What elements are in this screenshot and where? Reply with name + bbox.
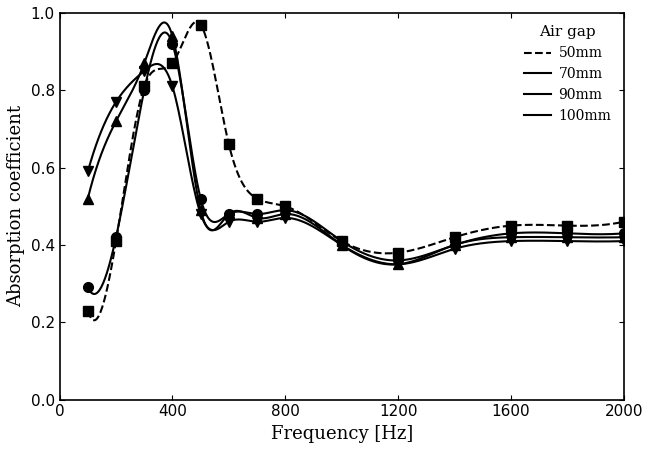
90mm: [84, 196, 92, 201]
70mm: [161, 30, 168, 35]
70mm: [90, 291, 98, 297]
50mm: [328, 232, 336, 238]
50mm: [179, 38, 187, 44]
100mm: [620, 238, 628, 244]
70mm: [444, 245, 452, 250]
Line: 100mm: 100mm: [88, 64, 624, 264]
70mm: [224, 212, 231, 218]
100mm: [489, 239, 497, 245]
Line: 90mm: 90mm: [88, 22, 624, 265]
70mm: [84, 285, 92, 290]
90mm: [160, 20, 168, 25]
50mm: [620, 219, 628, 225]
70mm: [489, 233, 497, 238]
Line: 50mm: 50mm: [88, 22, 624, 320]
90mm: [222, 214, 230, 219]
50mm: [224, 135, 231, 141]
70mm: [328, 232, 336, 237]
90mm: [444, 245, 452, 250]
50mm: [193, 19, 201, 24]
90mm: [179, 97, 187, 102]
100mm: [84, 169, 92, 174]
100mm: [328, 235, 335, 241]
70mm: [402, 257, 410, 262]
70mm: [181, 102, 188, 108]
100mm: [393, 261, 400, 267]
90mm: [389, 262, 397, 267]
100mm: [402, 261, 410, 266]
Y-axis label: Absorption coefficient: Absorption coefficient: [7, 105, 25, 307]
Line: 70mm: 70mm: [88, 32, 624, 294]
50mm: [444, 237, 452, 242]
100mm: [444, 248, 452, 254]
Legend: 50mm, 70mm, 90mm, 100mm: 50mm, 70mm, 90mm, 100mm: [518, 20, 617, 129]
90mm: [402, 261, 410, 266]
100mm: [153, 61, 161, 67]
100mm: [179, 133, 187, 139]
90mm: [489, 235, 497, 241]
50mm: [84, 308, 92, 313]
100mm: [222, 220, 230, 226]
90mm: [620, 234, 628, 240]
70mm: [620, 231, 628, 236]
50mm: [489, 225, 497, 230]
50mm: [402, 249, 410, 254]
90mm: [328, 234, 335, 240]
50mm: [90, 318, 98, 323]
X-axis label: Frequency [Hz]: Frequency [Hz]: [270, 425, 413, 443]
